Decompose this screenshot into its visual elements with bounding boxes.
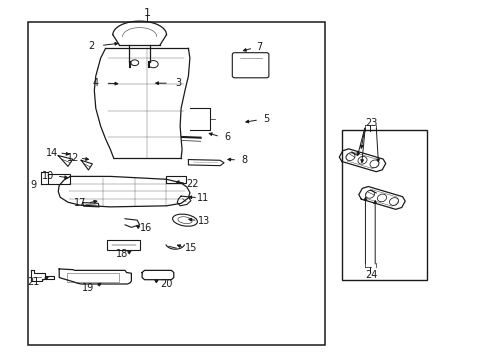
- Bar: [107, 240, 140, 250]
- Text: 15: 15: [184, 243, 197, 253]
- Bar: [66, 273, 119, 282]
- Text: 19: 19: [82, 283, 94, 293]
- Text: 18: 18: [115, 248, 127, 258]
- Text: 14: 14: [46, 148, 58, 158]
- Text: 8: 8: [241, 155, 247, 165]
- Text: 9: 9: [31, 180, 37, 190]
- Bar: [166, 176, 185, 183]
- Text: 7: 7: [256, 42, 262, 52]
- Text: 17: 17: [74, 198, 86, 208]
- Text: 11: 11: [197, 193, 209, 203]
- Text: 1: 1: [143, 8, 150, 18]
- Bar: [341, 130, 427, 280]
- Bar: [48, 174, 70, 184]
- Text: 22: 22: [186, 179, 198, 189]
- Text: 2: 2: [88, 41, 94, 50]
- Text: 13: 13: [198, 216, 210, 226]
- Text: 16: 16: [140, 224, 152, 233]
- Text: 10: 10: [42, 171, 55, 181]
- Text: 21: 21: [28, 277, 40, 287]
- Text: 20: 20: [160, 279, 172, 289]
- Bar: [27, 22, 325, 345]
- Text: 3: 3: [175, 78, 182, 88]
- Text: 23: 23: [365, 118, 377, 128]
- Text: 4: 4: [93, 78, 99, 88]
- Text: 6: 6: [224, 132, 230, 142]
- Text: 24: 24: [365, 270, 377, 280]
- Text: 5: 5: [263, 114, 269, 124]
- Text: 12: 12: [66, 153, 79, 163]
